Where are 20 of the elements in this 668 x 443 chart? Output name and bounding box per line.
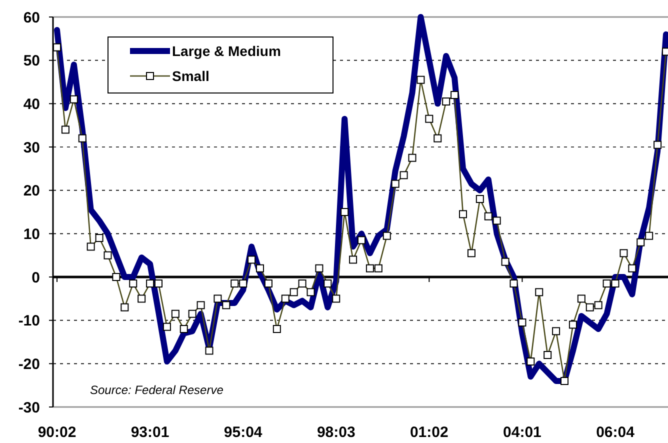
legend-label: Large & Medium <box>172 42 281 59</box>
annotation: Source: Federal Reserve <box>90 383 224 397</box>
x-tick-label: 90:02 <box>38 424 76 441</box>
y-tick-label: -10 <box>18 312 40 330</box>
x-tick-label: 95:04 <box>224 424 263 441</box>
y-tick-label: 20 <box>23 182 40 200</box>
x-tick-label: 93:01 <box>130 424 170 441</box>
y-tick-label: 10 <box>23 226 40 243</box>
x-tick-label: 06:04 <box>596 424 636 441</box>
y-tick-label: 60 <box>23 9 40 26</box>
y-tick-label: 30 <box>23 139 40 156</box>
x-tick-label: 98:03 <box>316 424 356 441</box>
x-tick-label: 01:02 <box>410 424 448 441</box>
y-tick-label: 40 <box>23 96 40 113</box>
y-tick-label: 0 <box>32 269 40 286</box>
y-tick-label: 50 <box>23 52 40 70</box>
x-tick-label: 04:01 <box>503 424 542 441</box>
y-tick-label: -30 <box>18 399 40 416</box>
y-tick-label: -20 <box>18 356 40 373</box>
legend-label: Small <box>172 68 210 84</box>
